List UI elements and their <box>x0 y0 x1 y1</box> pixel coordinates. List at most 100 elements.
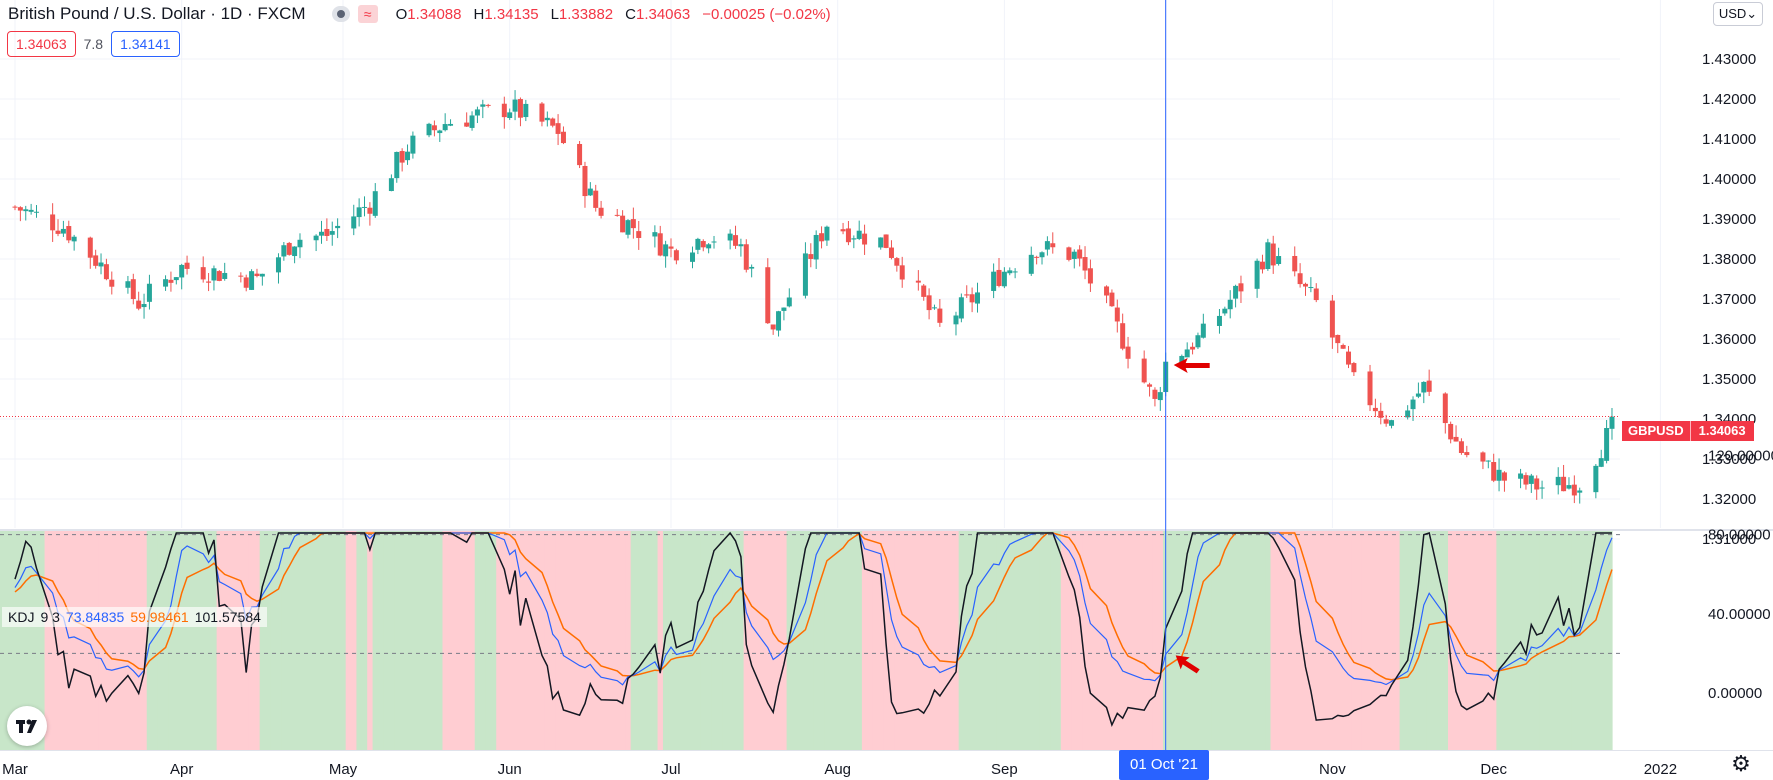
candle-body <box>840 229 846 232</box>
candle-body <box>34 211 40 213</box>
candle-body <box>1308 287 1314 289</box>
candle <box>899 256 905 288</box>
candle-body <box>953 315 959 325</box>
candle <box>1415 382 1421 399</box>
candle <box>1233 284 1239 308</box>
candle <box>474 106 480 124</box>
kdj-zone <box>1265 531 1272 750</box>
kdj-zone <box>469 531 476 750</box>
gear-icon[interactable]: ⚙ <box>1731 751 1751 776</box>
candle <box>28 203 34 215</box>
candle-body <box>28 209 34 212</box>
kdj-zone <box>420 531 433 750</box>
candle-body <box>259 273 265 277</box>
kdj-k-line <box>14 532 1613 686</box>
candle-body <box>1012 271 1018 273</box>
sell-button[interactable]: 1.34063 <box>7 31 76 57</box>
y-tick-label: 1.41000 <box>1702 131 1756 148</box>
kdj-zone <box>103 531 110 750</box>
kdj-zone <box>1211 531 1223 750</box>
candle <box>695 237 701 255</box>
candle <box>808 243 814 268</box>
kdj-zone <box>334 531 347 750</box>
candle-body <box>1453 436 1459 442</box>
candle-body <box>222 272 228 279</box>
candle <box>464 112 470 127</box>
candle <box>1453 425 1459 442</box>
buy-button[interactable]: 1.34141 <box>111 31 180 57</box>
kdj-zone <box>248 531 255 750</box>
candle <box>630 207 636 239</box>
candle-body <box>437 130 443 134</box>
candle-body <box>625 220 631 235</box>
osc-tick-label: 40.00000 <box>1708 606 1771 623</box>
wave-icon[interactable]: ≈ <box>357 5 378 23</box>
kdj-zone <box>1426 531 1438 750</box>
kdj-zone <box>1523 531 1530 750</box>
kdj-zone <box>926 531 933 750</box>
candle <box>1190 342 1196 355</box>
candle-body <box>426 123 432 136</box>
candle-body <box>894 258 900 266</box>
candle-body <box>878 237 884 248</box>
candle-body <box>845 228 851 243</box>
kdj-zone <box>431 531 438 750</box>
x-tick-label: Aug <box>824 761 851 778</box>
kdj-zone <box>1060 531 1073 750</box>
kdj-zone <box>1023 531 1035 750</box>
candle <box>356 198 362 227</box>
y-tick-label: 1.31000 <box>1702 531 1756 548</box>
kdj-zone <box>66 531 73 750</box>
kdj-legend[interactable]: KDJ 9 3 73.84835 59.98461 101.57584 <box>2 607 267 627</box>
candle <box>1001 267 1007 289</box>
candle-body <box>1329 300 1335 338</box>
candle <box>109 271 115 295</box>
candle-body <box>824 226 830 241</box>
candle <box>974 282 980 313</box>
candle <box>442 113 448 132</box>
candle <box>781 307 787 321</box>
kdj-zone <box>748 531 761 750</box>
candle <box>405 144 411 165</box>
candle <box>931 304 937 310</box>
candle-body <box>856 230 862 239</box>
candle-body <box>770 324 776 330</box>
candle-body <box>1383 419 1389 424</box>
x-tick-label: Jul <box>661 761 680 778</box>
kdj-zone <box>1340 531 1347 750</box>
candle-body <box>1561 476 1567 492</box>
candle <box>915 270 921 291</box>
kdj-zone <box>1087 531 1100 750</box>
candle-body <box>550 118 556 126</box>
candle <box>1367 364 1373 412</box>
candle-body <box>1604 428 1610 461</box>
kdj-zone <box>184 531 196 750</box>
candle <box>1077 245 1083 267</box>
candle-body <box>614 214 620 216</box>
kdj-zone <box>17 531 24 750</box>
kdj-zone <box>695 531 702 750</box>
candle <box>431 120 437 137</box>
kdj-zone <box>1039 531 1046 750</box>
currency-label: USD <box>1718 6 1747 21</box>
kdj-zone <box>560 531 573 750</box>
eye-icon[interactable] <box>331 6 350 22</box>
kdj-zone <box>130 531 137 750</box>
currency-dropdown[interactable]: USD⌄ <box>1713 2 1763 26</box>
kdj-zone <box>861 531 874 750</box>
candle <box>964 285 970 298</box>
kdj-zone <box>297 531 309 750</box>
candle <box>1007 267 1013 276</box>
symbol-title[interactable]: British Pound / U.S. Dollar · 1D · FXCM <box>8 4 306 23</box>
candle-body <box>819 233 825 242</box>
kdj-zone <box>872 531 884 750</box>
tradingview-logo-icon[interactable] <box>7 706 47 746</box>
candle-body <box>501 103 507 118</box>
candle-body <box>636 231 642 238</box>
candle <box>819 226 825 249</box>
kdj-zone <box>33 531 46 750</box>
kdj-zone <box>582 531 589 750</box>
ohlc-open: O1.34088 <box>395 5 462 23</box>
candle-body <box>991 271 997 291</box>
